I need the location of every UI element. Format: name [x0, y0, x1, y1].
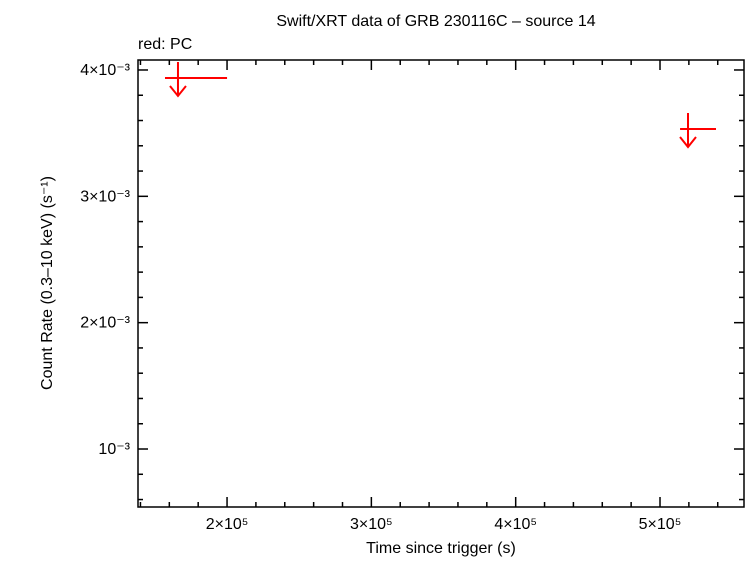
chart-subtitle: red: PC	[138, 36, 192, 53]
y-tick-label: 3×10⁻³	[80, 188, 130, 205]
plot-frame	[137, 59, 745, 508]
upper-limit-arrow	[679, 112, 697, 149]
x-axis-label: Time since trigger (s)	[366, 540, 516, 557]
y-tick-label: 10⁻³	[98, 441, 130, 458]
x-tick-label: 4×10⁵	[494, 516, 537, 533]
chart-title: Swift/XRT data of GRB 230116C – source 1…	[276, 13, 595, 30]
y-tick-label: 4×10⁻³	[80, 62, 130, 79]
y-tick-label: 2×10⁻³	[80, 315, 130, 332]
y-axis-label: Count Rate (0.3–10 keV) (s⁻¹)	[39, 176, 56, 390]
upper-limit-arrow	[169, 61, 187, 98]
x-tick-label: 3×10⁵	[350, 516, 393, 533]
x-tick-label: 2×10⁵	[206, 516, 249, 533]
x-tick-label: 5×10⁵	[639, 516, 682, 533]
